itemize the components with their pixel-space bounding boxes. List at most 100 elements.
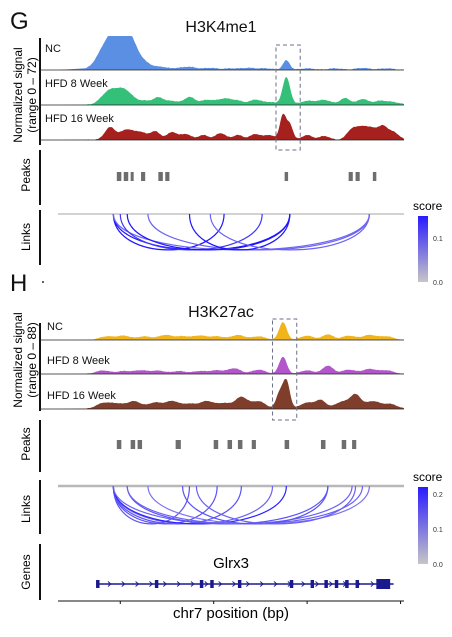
peak-region [141, 172, 146, 181]
gene-exon [324, 580, 328, 588]
chart-title-g: H3K4me1 [185, 19, 256, 36]
track-label: HFD 8 Week [47, 355, 110, 367]
track-label: HFD 8 Week [45, 78, 108, 90]
panel-g: G H3K4me1 Normalized signal (range 0 – 7… [10, 8, 443, 287]
peak-region [175, 440, 181, 449]
legend-title-g: score [413, 199, 443, 213]
peak-region [130, 440, 136, 449]
peaks-track-g [39, 150, 377, 205]
link-arc [195, 485, 357, 525]
legend-tick-label: 0.0 [433, 562, 443, 569]
peak-region [116, 172, 122, 181]
peak-region [213, 440, 219, 449]
peak-region [137, 440, 143, 449]
gene-exon [334, 580, 339, 588]
x-axis [58, 600, 404, 604]
score-legend-h: score 0.0 0.1 0.2 [413, 470, 443, 569]
legend-tick-label: 0.0 [433, 280, 443, 287]
strand-arrow [329, 581, 334, 587]
strand-arrow [218, 581, 223, 587]
gene-exon [199, 580, 204, 588]
signal-track-nc [58, 36, 404, 70]
legend-tick-label: 0.1 [433, 236, 443, 243]
peak-region [165, 172, 170, 181]
gene-exon [96, 580, 100, 588]
peak-region [116, 440, 122, 449]
signal-track-hfd-8-week [58, 356, 404, 374]
track-label: HFD 16 Week [45, 113, 114, 125]
gene-exon [310, 580, 315, 588]
strand-arrow [315, 581, 320, 587]
strand-arrow [246, 581, 251, 587]
highlight-box [275, 44, 301, 151]
legend-colorbar-g [418, 216, 428, 282]
strand-arrow [190, 581, 195, 587]
gene-exon [289, 580, 294, 588]
strand-arrow [204, 581, 209, 587]
peak-region [158, 172, 163, 181]
strand-arrow [135, 581, 140, 587]
signal-ylabel-h-line2: (range 0 – 88) [25, 322, 39, 397]
link-arc [119, 213, 263, 251]
x-axis-label: chr7 position (bp) [173, 605, 289, 622]
peaks-label-g: Peaks [19, 158, 33, 191]
links-track-g [39, 210, 404, 265]
signal-track-hfd-8-week [58, 77, 404, 105]
gene-exon [355, 580, 360, 588]
peak-region [348, 172, 353, 181]
peak-region [130, 172, 134, 181]
score-legend-g: score 0.0 0.1 [413, 199, 443, 287]
signal-track-hfd-16-week [58, 113, 404, 140]
signal-ylabel-g-line2: (range 0 – 72) [25, 57, 39, 132]
strand-arrow [121, 581, 126, 587]
panel-h: H H3K27ac Normalized signal (range 0 – 8… [10, 270, 443, 569]
link-arc [188, 213, 291, 251]
peak-region [355, 172, 360, 181]
peak-region [237, 440, 243, 449]
strand-arrow [370, 581, 375, 587]
legend-tick-label: 0.1 [433, 527, 443, 534]
peak-region [123, 172, 129, 181]
signal-tracks-h: NC HFD 8 Week HFD 16 Week [39, 318, 404, 421]
gene-name: Glrx3 [213, 555, 249, 572]
signal-ylabel-h: Normalized signal (range 0 – 88) [11, 312, 39, 407]
signal-track-nc [58, 322, 404, 340]
gene-model [39, 544, 394, 600]
peak-region [352, 440, 357, 449]
gene-exon [154, 580, 159, 588]
strand-arrow [149, 581, 154, 587]
highlight-box [272, 318, 298, 421]
strand-arrow [107, 581, 112, 587]
link-arc [181, 485, 329, 525]
genes-label: Genes [19, 554, 33, 589]
stray-dot [42, 281, 44, 283]
legend-tick-label: 0.2 [433, 492, 443, 499]
panel-label-g: G [10, 8, 29, 35]
peak-region [320, 440, 326, 449]
peaks-label-h: Peaks [19, 427, 33, 460]
strand-arrow [176, 581, 181, 587]
peak-region [251, 440, 256, 449]
track-label: NC [45, 43, 61, 55]
legend-colorbar-h [418, 487, 428, 564]
link-arc [112, 213, 225, 251]
peak-region [341, 440, 347, 449]
link-arc [126, 213, 291, 251]
legend-title-h: score [413, 470, 443, 484]
links-track-h [39, 480, 404, 534]
track-label: HFD 16 Week [47, 390, 116, 402]
link-arc [147, 213, 370, 251]
gene-exon [345, 580, 349, 588]
strand-arrow [259, 581, 264, 587]
signal-ylabel-h-line1: Normalized signal [11, 312, 25, 407]
links-label-g: Links [19, 223, 33, 251]
link-arc [112, 213, 291, 251]
chart-title-h: H3K27ac [188, 304, 254, 321]
peak-region [372, 172, 377, 181]
signal-ylabel-g: Normalized signal (range 0 – 72) [11, 47, 39, 142]
panel-label-h: H [10, 270, 27, 297]
strand-arrow [273, 581, 278, 587]
peaks-track-h [39, 420, 357, 472]
gene-exon [237, 580, 242, 588]
